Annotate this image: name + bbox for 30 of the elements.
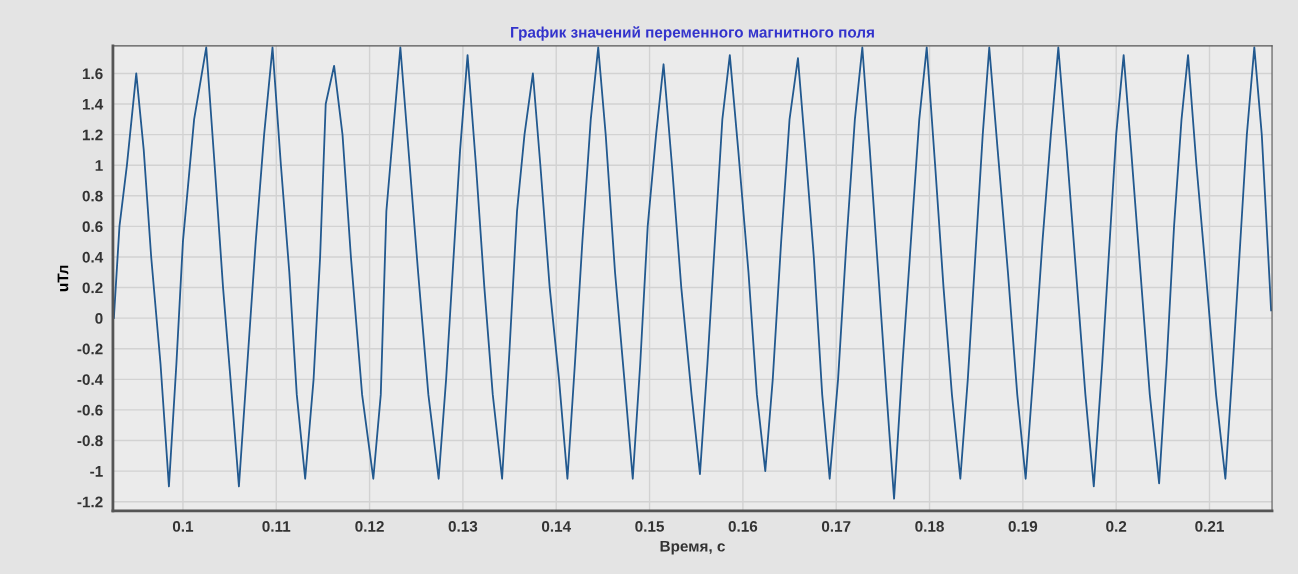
x-axis-title: Время, с [660,540,725,555]
y-tick-label: 1 [95,160,103,171]
y-tick-label: 1.2 [82,129,103,141]
y-tick-label: -0.8 [77,435,103,447]
x-tick-label: 0.11 [262,520,291,532]
y-tick-label: -0.6 [77,404,103,416]
x-tick-label: 0.1 [172,520,194,532]
y-tick-label: -1.2 [77,496,103,508]
x-tick-label: 0.17 [821,520,851,532]
x-tick-label: 0.19 [1008,520,1038,532]
y-tick-label: 1.4 [82,99,104,110]
y-tick-label: -1 [90,466,103,477]
y-tick-label: 0.2 [82,282,103,294]
y-tick-label: 0 [95,313,103,324]
x-tick-label: 0.14 [541,520,572,532]
y-tick-label: 0.4 [82,251,104,263]
y-tick-label: -0.4 [77,374,104,386]
chart-title: График значений переменного магнитного поля [511,26,874,41]
x-tick-label: 0.13 [448,520,478,532]
y-tick-label: -0.2 [77,343,103,355]
x-tick-label: 0.2 [1106,520,1127,532]
y-tick-label: 0.6 [82,221,103,233]
y-tick-label: 1.6 [82,68,103,80]
x-tick-label: 0.18 [915,520,944,532]
x-tick-label: 0.21 [1195,520,1224,532]
x-tick-label: 0.12 [355,520,384,532]
y-axis-title: uТл [57,265,69,292]
y-tick-label: 0.8 [82,190,103,202]
x-tick-label: 0.16 [728,520,758,532]
x-tick-label: 0.15 [635,520,664,532]
